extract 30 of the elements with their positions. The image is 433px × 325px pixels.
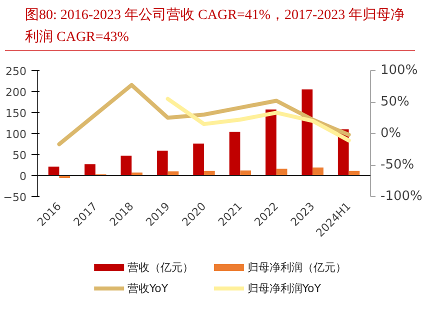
bar — [120, 156, 132, 176]
bar — [84, 164, 96, 176]
bar — [312, 168, 324, 176]
bar — [193, 144, 204, 176]
line-series — [166, 96, 351, 142]
y-tick-label: 250 — [6, 65, 27, 78]
bar — [266, 110, 276, 176]
bar — [48, 166, 60, 176]
bar — [302, 89, 313, 176]
y2-tick-label: 0% — [380, 126, 402, 141]
y2-tick-label: -100% — [380, 189, 422, 204]
y2-tick-label: -50% — [380, 158, 414, 172]
y2-tick-label: 100% — [380, 63, 418, 78]
bar — [240, 170, 252, 176]
y-tick-label: 150 — [6, 107, 27, 120]
chart-title: 图80: 2016-2023 年公司营收 CAGR=41%，2017-2023 年归母净利润 CAGR=43% — [25, 6, 406, 47]
y-tick-label: 200 — [6, 86, 27, 99]
y2-tick-label: 50% — [380, 94, 410, 110]
legend-label: 归母净利润（亿元） — [247, 261, 346, 274]
legend-label: 营收YoY — [127, 282, 168, 295]
legend-label: 营收（亿元） — [127, 261, 194, 274]
bar — [229, 132, 240, 176]
y-tick-label: 100 — [6, 128, 27, 141]
legend-label: 归母净利润YoY — [247, 282, 322, 295]
bar — [276, 168, 288, 176]
y-tick-label: −50 — [3, 191, 27, 204]
y-tick-label: 0 — [20, 170, 26, 183]
bar — [156, 150, 168, 176]
y-tick-label: 50 — [12, 149, 27, 162]
line-series — [57, 82, 351, 146]
